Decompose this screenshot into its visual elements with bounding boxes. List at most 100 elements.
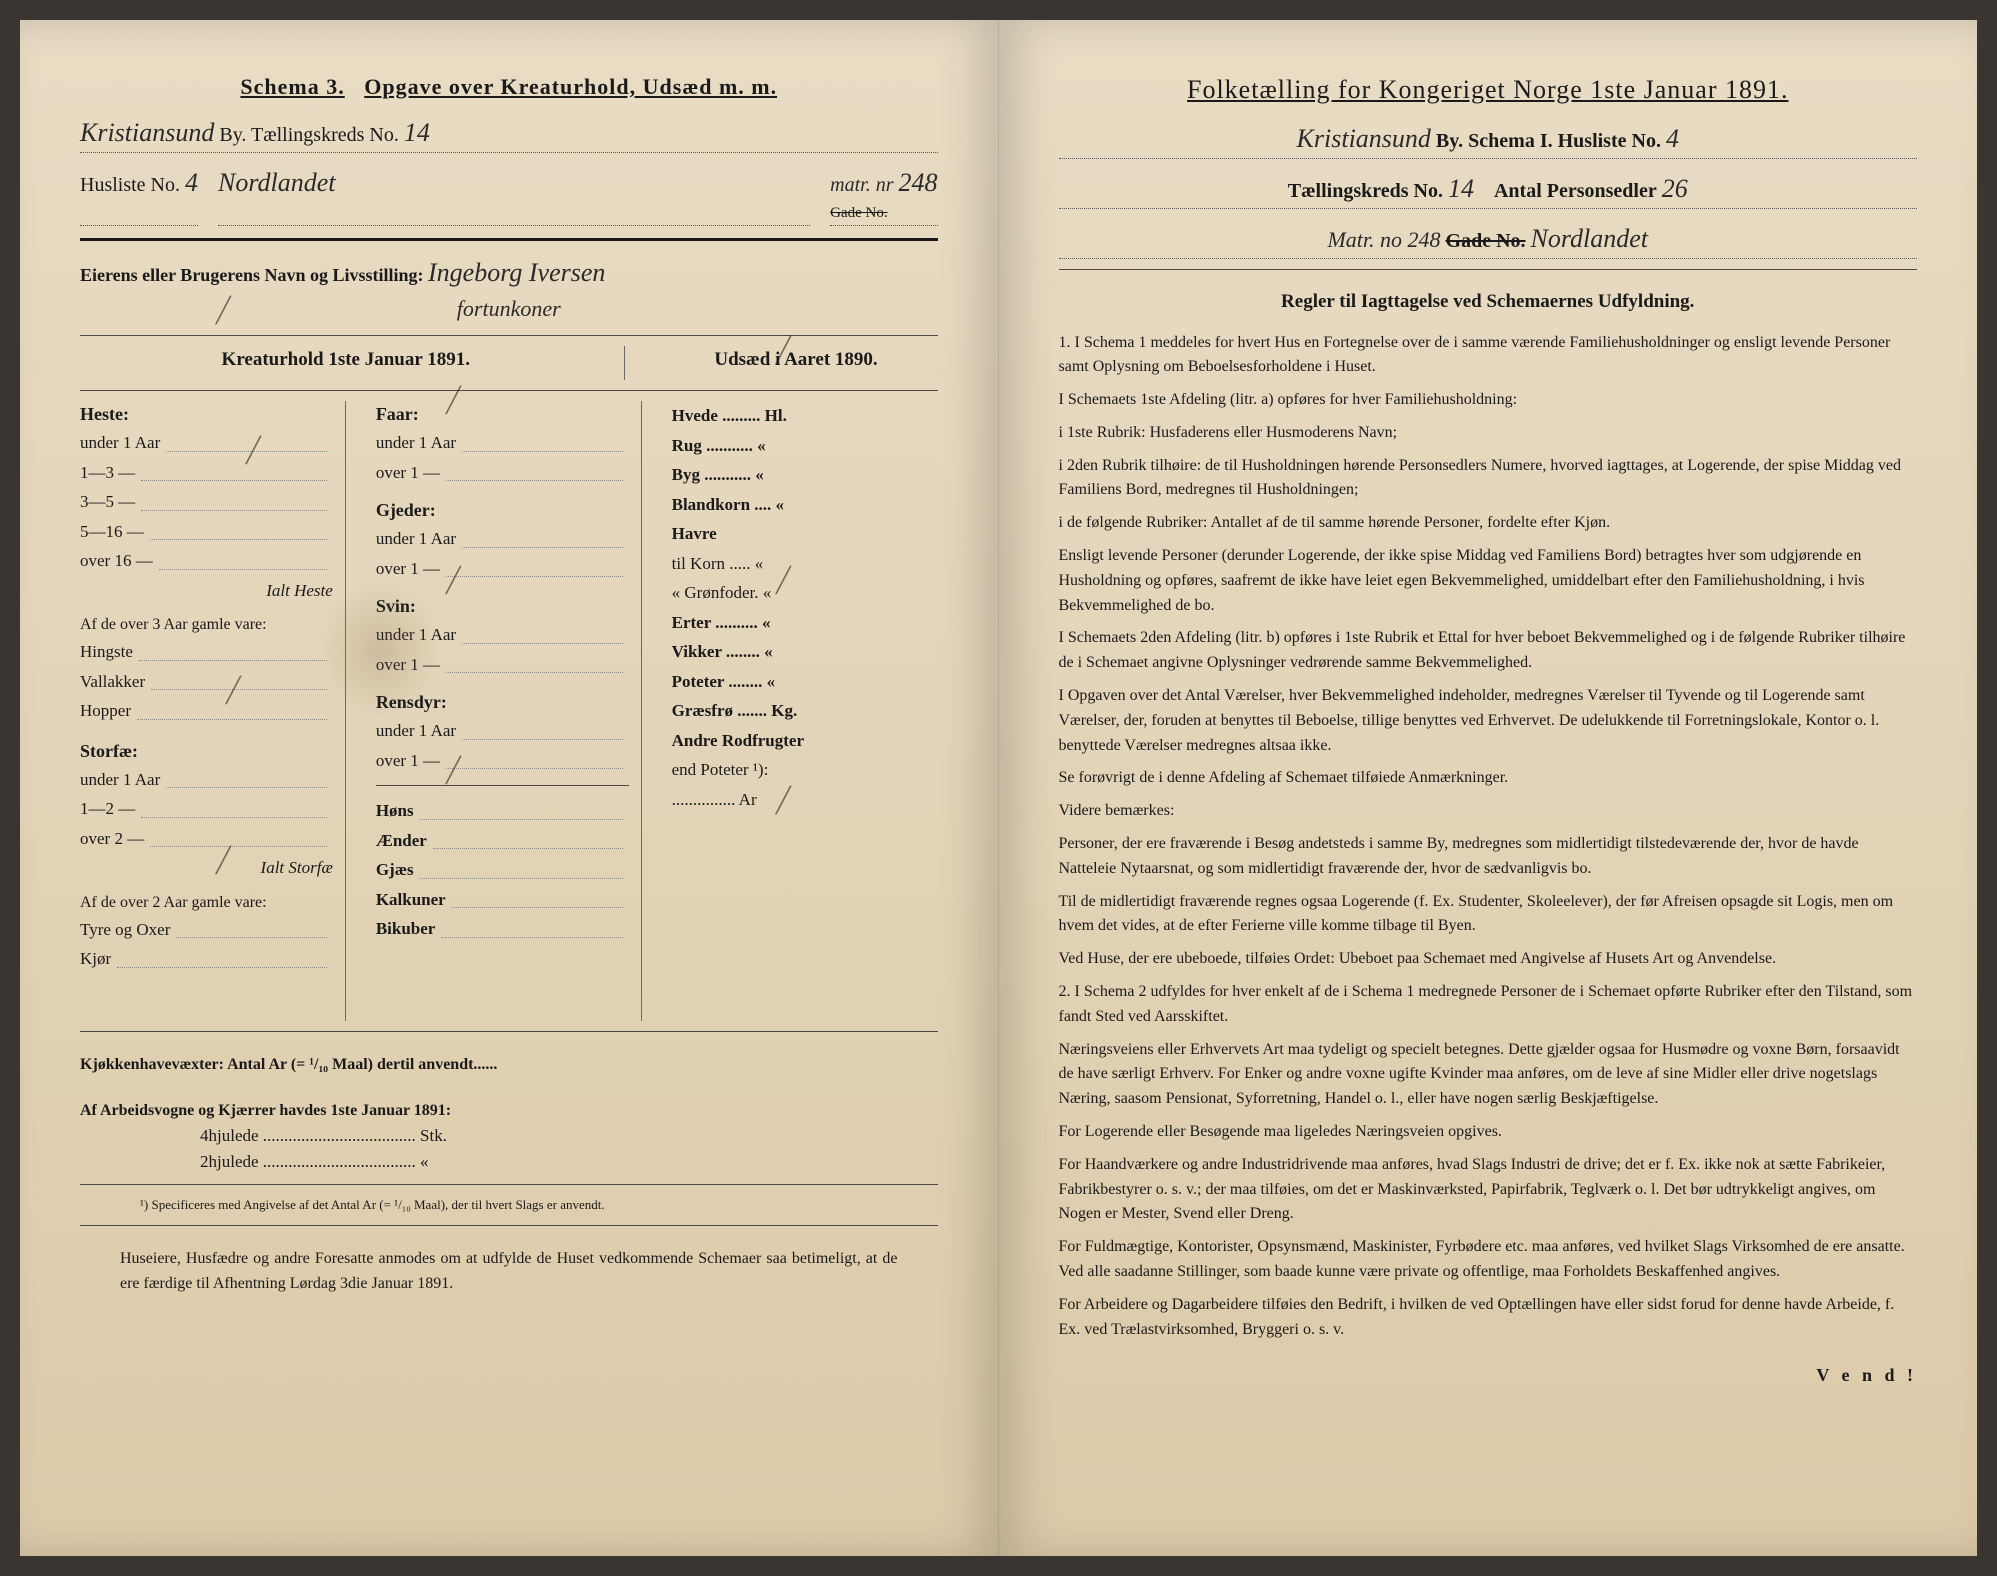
footnote: ¹) Specificeres med Angivelse af det Ant… — [80, 1195, 938, 1215]
gade-label-struck: Gade No. — [830, 202, 937, 225]
schema3-main: Opgave over Kreaturhold, Udsæd m. m. — [364, 74, 777, 99]
table-row: Hopper — [80, 696, 333, 726]
matr-label: matr. nr — [830, 174, 893, 196]
col-animals: Faar: under 1 Aar over 1 — Gjeder: under… — [376, 401, 642, 1021]
census-title: Folketælling for Kongeriget Norge 1ste J… — [1059, 70, 1918, 109]
r-city-hand: Kristiansund — [1297, 124, 1431, 153]
r-kreds-no: 14 — [1448, 174, 1474, 203]
divider-3 — [80, 390, 938, 391]
af2-label: Af de over 2 Aar gamle vare: — [80, 891, 333, 915]
r-divider — [1059, 269, 1918, 270]
left-page: ⁄ ⁄ ⁄ ⁄ ⁄ ⁄ ⁄ ⁄ ⁄ ⁄ Schema 3. Opgave ove… — [20, 20, 999, 1556]
table-row: Havre — [672, 519, 955, 549]
rensdyr-title: Rensdyr: — [376, 689, 629, 716]
rule-para: For Logerende eller Besøgende maa ligele… — [1059, 1120, 1918, 1145]
heste-title: Heste: — [80, 401, 333, 428]
city-line: Kristiansund By. Tællingskreds No. 14 — [80, 113, 938, 153]
gjeder-title: Gjeder: — [376, 497, 629, 524]
rule-para: I Schemaets 1ste Afdeling (litr. a) opfø… — [1059, 388, 1918, 413]
svin-title: Svin: — [376, 593, 629, 620]
table-row: Rug ........... « — [672, 431, 955, 461]
kjokken-line: Kjøkkenhavevæxter: Antal Ar (= ¹/₁₀ Maal… — [80, 1052, 938, 1078]
matr-block: matr. nr 248 Gade No. — [830, 163, 937, 226]
rule-para: 2. I Schema 2 udfyldes for hver enkelt a… — [1059, 980, 1918, 1030]
rule-para: I Opgaven over det Antal Værelser, hver … — [1059, 684, 1918, 758]
table-row: Ænder — [376, 826, 629, 856]
rule-para: i 1ste Rubrik: Husfaderens eller Husmode… — [1059, 421, 1918, 446]
owner-hand: Ingeborg Iversen — [428, 258, 605, 287]
table-row: Byg ........... « — [672, 460, 955, 490]
rules-title: Regler til Iagttagelse ved Schemaernes U… — [1059, 288, 1918, 317]
table-row: Poteter ........ « — [672, 667, 955, 697]
rule-para: For Arbeidere og Dagarbeidere tilføies d… — [1059, 1293, 1918, 1343]
divider-2 — [80, 335, 938, 336]
ialt-heste: Ialt Heste — [80, 576, 333, 606]
twowheel: 2hjulede ...............................… — [80, 1149, 938, 1175]
by-label: By. Tællingskreds No. — [219, 124, 398, 146]
r-street-hand: Nordlandet — [1531, 224, 1648, 253]
ialt-storfae: Ialt Storfæ — [80, 853, 333, 883]
rule-para: For Fuldmægtige, Kontorister, Opsynsmænd… — [1059, 1235, 1918, 1285]
husliste-no: 4 — [185, 168, 198, 197]
table-row: under 1 Aar — [376, 524, 629, 554]
r-person-no: 26 — [1662, 174, 1688, 203]
table-row: end Poteter ¹): — [672, 755, 955, 785]
owner-label: Eierens eller Brugerens Navn og Livsstil… — [80, 265, 424, 285]
r-kreds-label: Tællingskreds No. — [1288, 180, 1443, 202]
schema3-title: Schema 3. Opgave over Kreaturhold, Udsæd… — [80, 70, 938, 103]
table-row: Kjør — [80, 944, 333, 974]
table-row: under 1 Aar — [376, 716, 629, 746]
rules-body: 1. I Schema 1 meddeles for hvert Hus en … — [1059, 331, 1918, 1343]
af3-label: Af de over 3 Aar gamle vare: — [80, 613, 333, 637]
owner-line: Eierens eller Brugerens Navn og Livsstil… — [80, 253, 938, 325]
udsaed-head: Udsæd i Aaret 1890. — [655, 346, 938, 375]
table-row: Græsfrø ....... Kg. — [672, 696, 955, 726]
r-kreds-line: Tællingskreds No. 14 Antal Personsedler … — [1059, 169, 1918, 209]
table-row: ............... Ar — [672, 785, 955, 815]
rule-para: I Schemaets 2den Afdeling (litr. b) opfø… — [1059, 626, 1918, 676]
table-row: over 1 — — [376, 554, 629, 584]
table-row: over 1 — — [376, 746, 629, 776]
table-row: over 2 — — [80, 824, 333, 854]
divider-1 — [80, 238, 938, 241]
storfae-title: Storfæ: — [80, 738, 333, 765]
table-row: Gjæs — [376, 855, 629, 885]
table-row: Hvede ......... Hl. — [672, 401, 955, 431]
schema3-prefix: Schema 3. — [240, 74, 344, 99]
r-city-line: Kristiansund By. Schema I. Husliste No. … — [1059, 119, 1918, 159]
city-hand: Kristiansund — [80, 118, 214, 147]
rule-para: Ensligt levende Personer (derunder Loger… — [1059, 544, 1918, 618]
table-row: Erter .......... « — [672, 608, 955, 638]
r-matr-line: Matr. no 248 Gade No. Nordlandet — [1059, 219, 1918, 259]
col-udsaed: Hvede ......... Hl. Rug ........... « By… — [672, 401, 955, 1021]
right-page: Folketælling for Kongeriget Norge 1ste J… — [999, 20, 1978, 1556]
table-row: 3—5 — — [80, 487, 333, 517]
table-row: under 1 Aar — [376, 428, 629, 458]
document-spread: ⁄ ⁄ ⁄ ⁄ ⁄ ⁄ ⁄ ⁄ ⁄ ⁄ Schema 3. Opgave ove… — [20, 20, 1977, 1556]
table-row: 1—2 — — [80, 794, 333, 824]
table-row: Bikuber — [376, 914, 629, 944]
table-row: under 1 Aar — [376, 620, 629, 650]
col-heste-storfae: Heste: under 1 Aar 1—3 — 3—5 — 5—16 — ov… — [80, 401, 346, 1021]
arbeidsvogne-head: Af Arbeidsvogne og Kjærrer havdes 1ste J… — [80, 1098, 938, 1124]
table-row: under 1 Aar — [80, 428, 333, 458]
kreds-no: 14 — [404, 118, 430, 147]
table-row: Kalkuner — [376, 885, 629, 915]
table-row: Tyre og Oxer — [80, 915, 333, 945]
kjokken-text: Kjøkkenhavevæxter: Antal Ar (= ¹/₁₀ Maal… — [80, 1056, 497, 1073]
rule-para: i de følgende Rubriker: Antallet af de t… — [1059, 511, 1918, 536]
rule-para: 1. I Schema 1 meddeles for hvert Hus en … — [1059, 331, 1918, 381]
rule-para: Videre bemærkes: — [1059, 799, 1918, 824]
kreatur-head: Kreaturhold 1ste Januar 1891. — [80, 346, 612, 375]
table-row: Høns — [376, 796, 629, 826]
table-row: « Grønfoder. « — [672, 578, 955, 608]
rule-para: For Haandværkere og andre Industridriven… — [1059, 1153, 1918, 1227]
table-row: 5—16 — — [80, 517, 333, 547]
fourwheel: 4hjulede ...............................… — [80, 1123, 938, 1149]
divider-4 — [80, 1031, 938, 1032]
rule-para: Til de midlertidigt fraværende regnes og… — [1059, 890, 1918, 940]
faar-title: Faar: — [376, 401, 629, 428]
rule-para: i 2den Rubrik tilhøire: de til Husholdni… — [1059, 454, 1918, 504]
table-row: over 1 — — [376, 650, 629, 680]
r-by-label: By. Schema I. Husliste No. — [1436, 130, 1661, 152]
